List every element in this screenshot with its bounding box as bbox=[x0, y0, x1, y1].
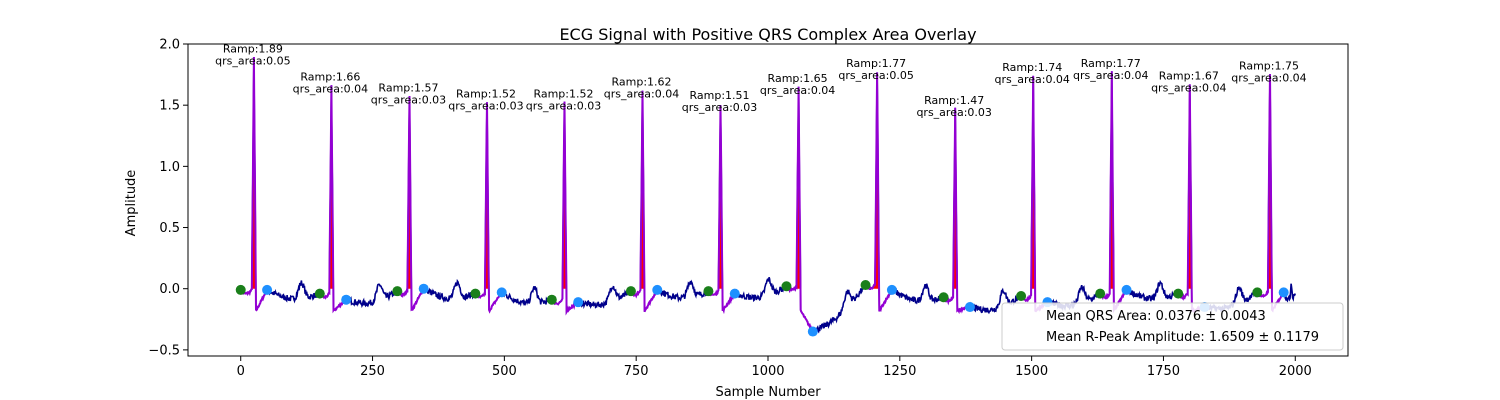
y-tick-label: 1.0 bbox=[159, 160, 180, 175]
x-tick-label: 500 bbox=[492, 364, 517, 379]
qrs-offset-marker bbox=[886, 284, 897, 295]
ramp-label: Ramp:1.62 bbox=[611, 75, 671, 88]
qrs-onset-marker bbox=[1252, 287, 1263, 298]
x-tick-label: 250 bbox=[360, 364, 385, 379]
y-tick-label: 2.0 bbox=[159, 38, 180, 53]
y-tick-label: −0.5 bbox=[148, 343, 180, 358]
x-tick-label: 1750 bbox=[1147, 364, 1180, 379]
chart-title: ECG Signal with Positive QRS Complex Are… bbox=[559, 25, 976, 44]
qrs-onset-marker bbox=[625, 286, 636, 297]
qrs-offset-marker bbox=[418, 283, 429, 294]
qrs-offset-marker bbox=[262, 284, 273, 295]
qrs-offset-marker bbox=[652, 284, 663, 295]
legend-entry-r-peak: Mean R-Peak Amplitude: 1.6509 ± 0.1179 bbox=[1046, 330, 1319, 345]
legend-box bbox=[1001, 302, 1344, 351]
qrs-segment-line bbox=[319, 85, 347, 314]
ramp-label: Ramp:1.75 bbox=[1239, 60, 1299, 73]
qrs-onset-marker bbox=[781, 281, 792, 292]
qrs-onset-marker bbox=[1095, 288, 1106, 299]
qrs-area-label: qrs_area:0.03 bbox=[916, 106, 991, 119]
legend: Mean QRS Area: 0.0376 ± 0.0043 Mean R-Pe… bbox=[1001, 302, 1344, 351]
qrs-onset-marker bbox=[703, 286, 714, 297]
qrs-onset-marker bbox=[860, 280, 871, 291]
qrs-segment-line bbox=[239, 56, 269, 312]
ramp-label: Ramp:1.57 bbox=[378, 82, 438, 95]
qrs-area-label: qrs_area:0.04 bbox=[1073, 69, 1148, 82]
ramp-label: Ramp:1.52 bbox=[456, 88, 516, 101]
x-tick-label: 0 bbox=[237, 364, 245, 379]
ramp-label: Ramp:1.77 bbox=[1081, 57, 1141, 70]
x-tick-label: 1250 bbox=[883, 364, 916, 379]
x-tick-label: 2000 bbox=[1279, 364, 1312, 379]
y-tick-label: 1.5 bbox=[159, 99, 180, 114]
ramp-label: Ramp:1.77 bbox=[846, 57, 906, 70]
axis-ticks: 0 250 500 750 1000 1250 1500 1750 2000 −0.5 0.0 0.5… bbox=[148, 38, 1311, 380]
ramp-label: Ramp:1.67 bbox=[1159, 69, 1219, 82]
qrs-area-label: qrs_area:0.03 bbox=[682, 101, 757, 114]
qrs-onset-marker bbox=[1173, 288, 1184, 299]
qrs-area-label: qrs_area:0.04 bbox=[293, 83, 368, 96]
qrs-offset-marker bbox=[807, 326, 818, 337]
qrs-segment-line bbox=[474, 102, 503, 314]
qrs-area-label: qrs_area:0.05 bbox=[215, 54, 290, 67]
ramp-label: Ramp:1.66 bbox=[300, 71, 360, 84]
x-tick-label: 1000 bbox=[751, 364, 784, 379]
qrs-area-label: qrs_area:0.04 bbox=[994, 73, 1069, 86]
qrs-area-label: qrs_area:0.03 bbox=[448, 100, 523, 113]
qrs-offset-marker bbox=[341, 294, 352, 305]
qrs-area-label: qrs_area:0.04 bbox=[604, 87, 679, 100]
qrs-onset-marker bbox=[235, 284, 246, 295]
qrs-segment-line bbox=[396, 96, 425, 312]
ramp-label: Ramp:1.47 bbox=[924, 94, 984, 107]
ramp-label: Ramp:1.89 bbox=[223, 42, 283, 55]
qrs-offset-marker bbox=[1121, 284, 1132, 295]
ramp-label: Ramp:1.65 bbox=[768, 72, 828, 85]
qrs-offset-marker bbox=[1278, 287, 1289, 298]
x-tick-label: 1500 bbox=[1015, 364, 1048, 379]
ramp-label: Ramp:1.74 bbox=[1002, 61, 1062, 74]
legend-entry-qrs-area: Mean QRS Area: 0.0376 ± 0.0043 bbox=[1046, 309, 1266, 324]
qrs-segment-line bbox=[785, 86, 814, 333]
qrs-offset-marker bbox=[573, 297, 584, 308]
qrs-area-label: qrs_area:0.05 bbox=[838, 69, 913, 82]
qrs-offset-marker bbox=[496, 287, 507, 298]
qrs-area-label: qrs_area:0.04 bbox=[1151, 81, 1226, 94]
qrs-onset-marker bbox=[470, 288, 481, 299]
y-axis-label: Amplitude bbox=[124, 170, 139, 237]
qrs-segment-line bbox=[550, 101, 580, 316]
plot-area bbox=[235, 56, 1297, 337]
qrs-area-label: qrs_area:0.03 bbox=[526, 100, 601, 113]
qrs-segment-line bbox=[1099, 71, 1128, 314]
qrs-area-label: qrs_area:0.03 bbox=[371, 94, 446, 107]
qrs-segment-line bbox=[630, 90, 658, 313]
annotations: Ramp:1.89qrs_area:0.05Ramp:1.66qrs_area:… bbox=[215, 42, 1307, 118]
ramp-label: Ramp:1.51 bbox=[690, 89, 750, 102]
qrs-segment-line bbox=[707, 105, 736, 315]
qrs-segment-line bbox=[1256, 74, 1285, 313]
x-tick-label: 750 bbox=[624, 364, 649, 379]
y-tick-label: 0.5 bbox=[159, 221, 180, 236]
y-tick-label: 0.0 bbox=[159, 282, 180, 297]
qrs-onset-marker bbox=[938, 292, 949, 303]
qrs-onset-marker bbox=[1016, 291, 1027, 302]
qrs-area-label: qrs_area:0.04 bbox=[1231, 72, 1306, 85]
x-axis-label: Sample Number bbox=[715, 385, 821, 400]
qrs-onset-marker bbox=[546, 294, 557, 305]
qrs-offset-marker bbox=[964, 302, 975, 313]
qrs-onset-marker bbox=[314, 288, 325, 299]
ramp-label: Ramp:1.52 bbox=[533, 88, 593, 101]
qrs-offset-marker bbox=[729, 288, 740, 299]
qrs-area-label: qrs_area:0.04 bbox=[760, 84, 835, 97]
qrs-segment-line bbox=[865, 72, 893, 313]
qrs-onset-marker bbox=[392, 286, 403, 297]
